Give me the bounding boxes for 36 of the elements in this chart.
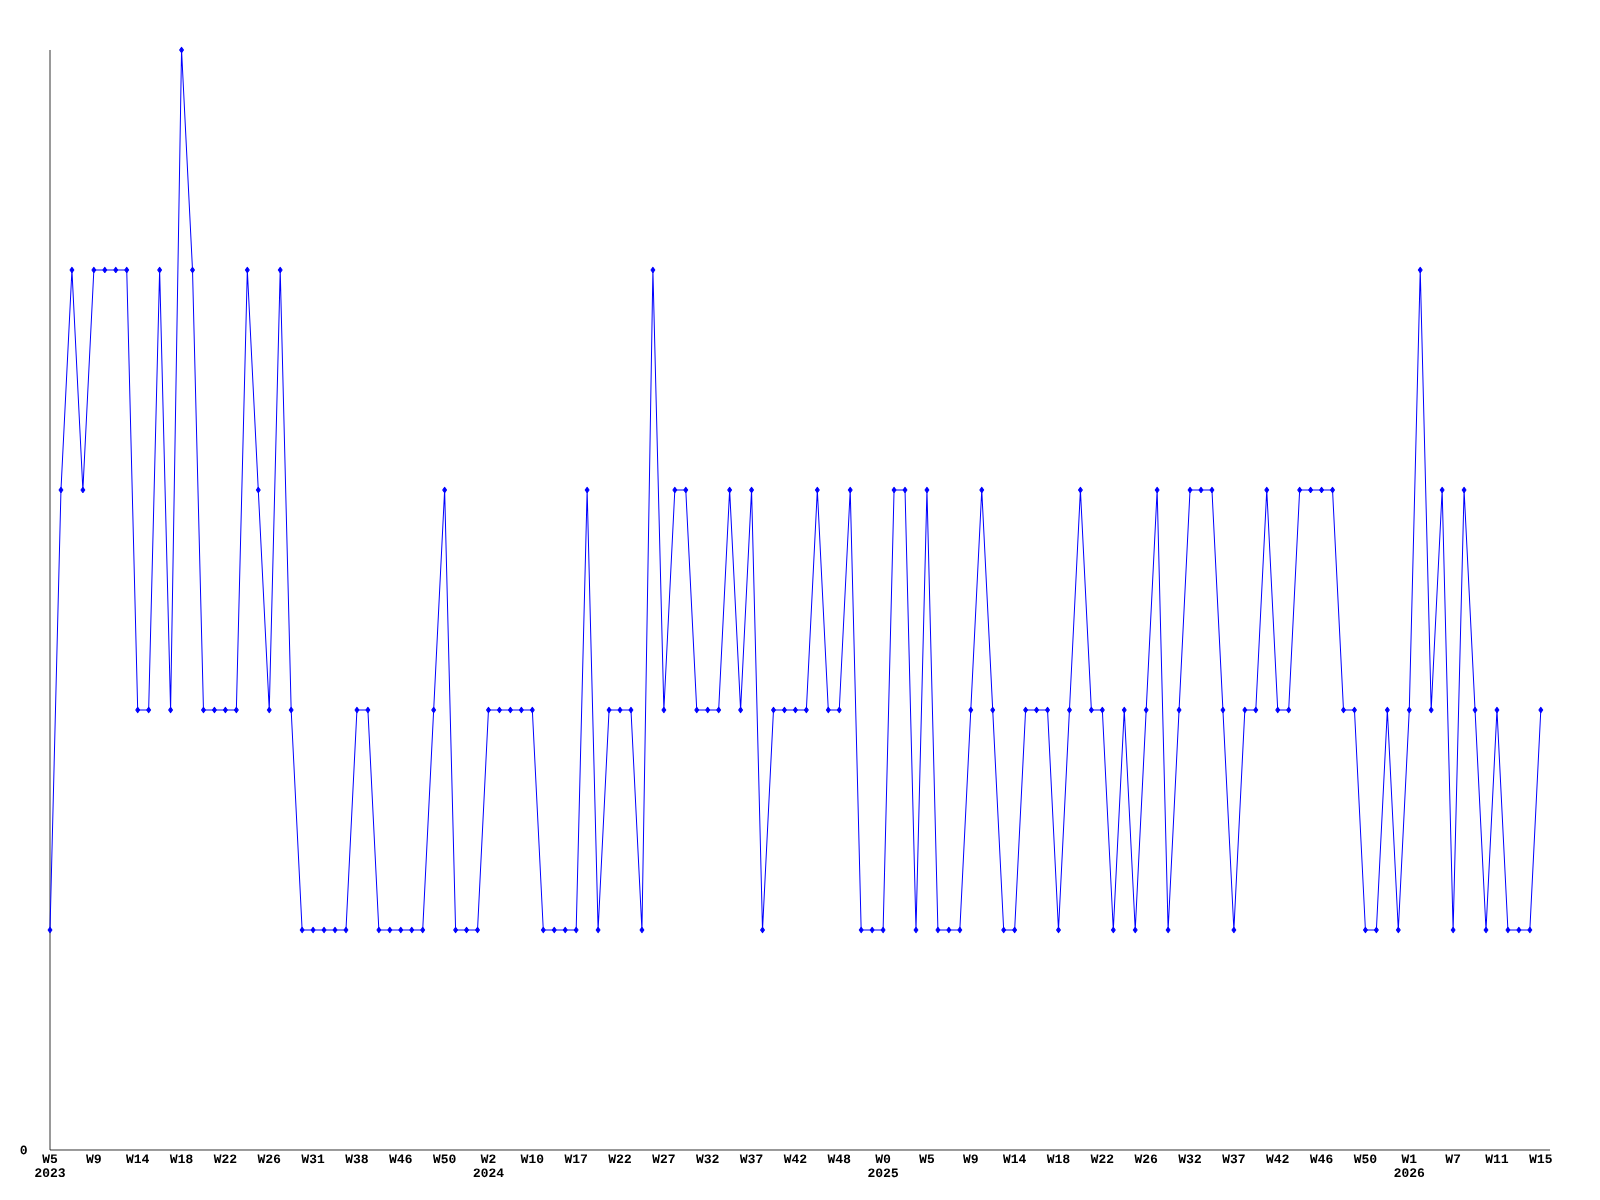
x-tick-label: W32 bbox=[696, 1154, 719, 1164]
x-tick-label: W1 2026 bbox=[1394, 1154, 1425, 1178]
x-tick-label: W22 bbox=[608, 1154, 631, 1164]
x-tick-label: W22 bbox=[213, 1154, 237, 1164]
x-tick-label: W37 bbox=[1222, 1154, 1245, 1164]
x-tick-label: W31 bbox=[301, 1154, 325, 1164]
x-tick-label: W18 bbox=[169, 1154, 193, 1164]
text: 0 bbox=[20, 1145, 27, 1155]
x-tick-label: W46 bbox=[1309, 1154, 1333, 1164]
x-tick-label: W9 bbox=[962, 1154, 978, 1164]
x-tick-label: W50 bbox=[432, 1154, 456, 1164]
x-tick-label: W0 2025 bbox=[868, 1154, 899, 1178]
x-tick-label: W17 bbox=[564, 1154, 587, 1163]
x-tick-label: W22 bbox=[1090, 1154, 1114, 1164]
x-tick-label: W46 bbox=[389, 1154, 412, 1164]
x-tick-label: W7 bbox=[1445, 1154, 1461, 1163]
x-tick-label: W42 bbox=[1266, 1154, 1289, 1164]
x-tick-label: W48 bbox=[827, 1154, 851, 1164]
x-tick-label: W9 bbox=[86, 1154, 101, 1164]
x-tick-label: W11 bbox=[1485, 1154, 1509, 1163]
x-tick-label: W10 bbox=[520, 1154, 544, 1164]
x-tick-label: W15 bbox=[1529, 1154, 1552, 1164]
x-tick-label: W37 bbox=[739, 1154, 763, 1164]
x-tick-label: W5 2023 bbox=[35, 1154, 65, 1178]
x-tick-label: W5 bbox=[919, 1154, 935, 1164]
x-tick-label: W27 bbox=[652, 1154, 675, 1164]
x-tick-label: W14 bbox=[126, 1154, 149, 1163]
x-tick-label: W32 bbox=[1178, 1154, 1201, 1164]
x-tick-label: W42 bbox=[783, 1154, 807, 1164]
x-tick-label: W18 bbox=[1046, 1154, 1070, 1164]
x-tick-label: W50 bbox=[1353, 1154, 1377, 1164]
x-tick-label: W14 bbox=[1002, 1154, 1026, 1163]
x-tick-label: W26 bbox=[1134, 1154, 1158, 1164]
x-tick-label: W38 bbox=[345, 1154, 368, 1164]
x-tick-label: W26 bbox=[257, 1154, 281, 1164]
x-tick-label: W2 2024 bbox=[473, 1154, 504, 1178]
